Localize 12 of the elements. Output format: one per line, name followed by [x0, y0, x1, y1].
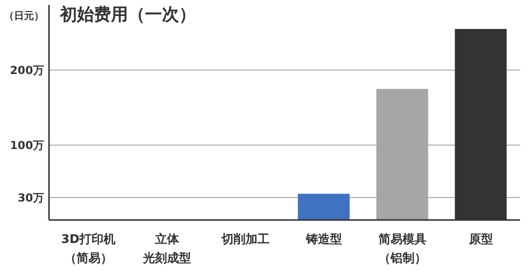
x-tick-label: 铸造型 [304, 232, 342, 246]
x-tick-label: 切削加工 [220, 232, 270, 246]
chart-title: 初始费用（一次） [59, 5, 196, 25]
y-tick-label: 100万 [10, 138, 44, 152]
x-tick-label: 简易模具（铝制） [377, 232, 426, 265]
x-tick-label: 原型 [468, 232, 493, 246]
bar [298, 194, 350, 220]
y-tick-label: 200万 [10, 64, 44, 78]
x-tick-label: 立体光刻成型 [142, 232, 191, 265]
y-tick-label: 30万 [18, 191, 44, 204]
y-axis-title: （日元） [4, 10, 44, 22]
x-tick-label: 3D打印机（简易） [61, 232, 116, 265]
